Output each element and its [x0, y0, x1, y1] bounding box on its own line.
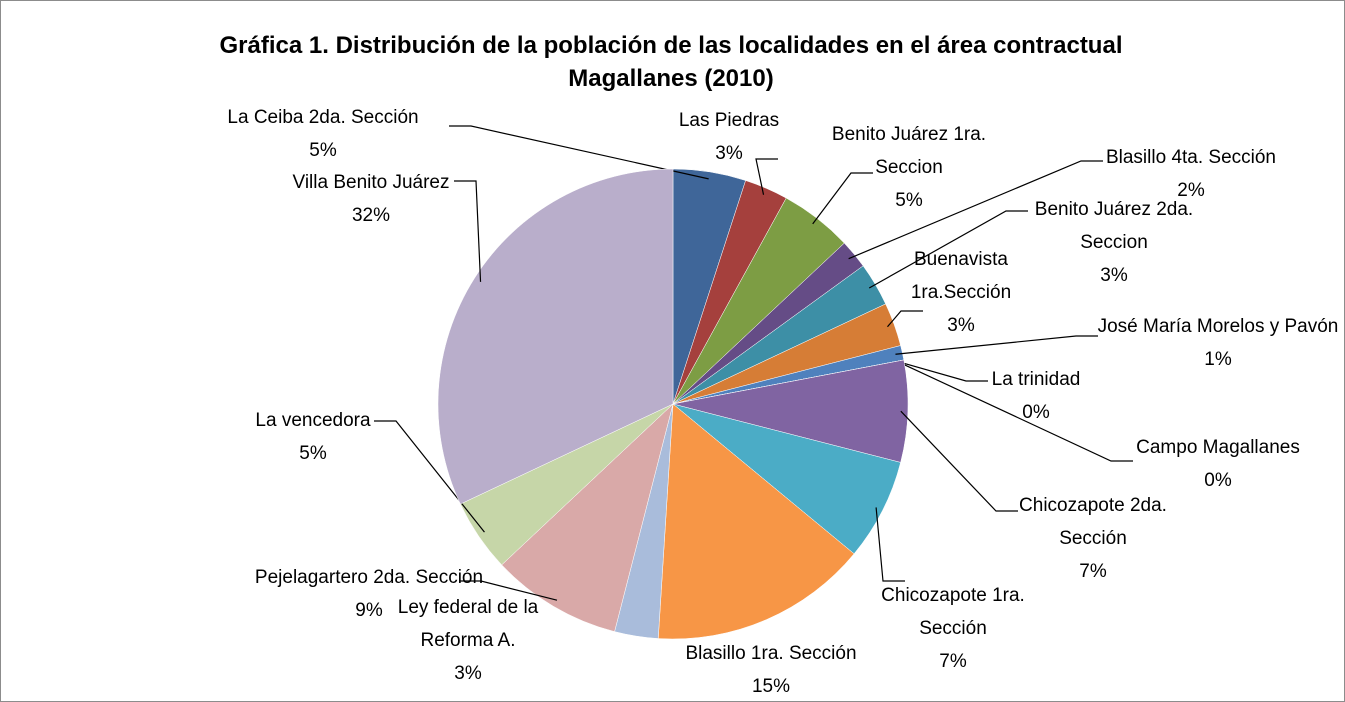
leader-line — [454, 180, 482, 282]
slice-value: 2% — [1177, 180, 1205, 201]
pie-slice — [657, 403, 855, 640]
leader-line — [848, 160, 1103, 260]
slice-value: 15% — [751, 676, 791, 697]
slice-label: Blasillo 1ra. Sección — [685, 643, 857, 664]
slice-label: Pejelagartero 2da. Sección — [254, 567, 484, 588]
leader-line — [896, 360, 1133, 462]
leader-line — [887, 310, 923, 328]
slice-value: 9% — [355, 600, 383, 621]
slice-label: Villa Benito Juárez — [292, 172, 450, 193]
pie-slice — [437, 168, 674, 505]
chart-title: Gráfica 1. Distribución de la población … — [219, 32, 1123, 92]
leader-line — [900, 410, 1018, 512]
slice-value: 5% — [895, 190, 923, 211]
pie-slice — [672, 403, 901, 555]
leader-line — [374, 420, 485, 533]
slice-value: 7% — [939, 651, 967, 672]
slice-label: Buenavista 1ra.Sección — [910, 249, 1012, 303]
slice-value: 32% — [351, 205, 391, 226]
slice-label: Campo Magallanes — [1136, 437, 1300, 458]
leader-line — [449, 125, 709, 180]
slice-label: José María Morelos y Pavón — [1097, 316, 1339, 337]
slice-label: La vencedora — [255, 410, 371, 431]
leader-line — [459, 580, 558, 601]
slice-label: Chicozapote 2da. Sección — [1019, 495, 1167, 549]
slice-value: 0% — [1022, 402, 1050, 423]
slice-value: 3% — [1100, 265, 1128, 286]
slice-value: 0% — [1204, 470, 1232, 491]
slice-value: 3% — [715, 143, 743, 164]
slice-label: La trinidad — [991, 369, 1081, 390]
slice-value: 5% — [299, 443, 327, 464]
slice-value: 1% — [1204, 349, 1232, 370]
leader-line — [875, 507, 905, 582]
slice-value: 3% — [454, 663, 482, 684]
slice-label: Benito Juárez 1ra. Seccion — [831, 124, 987, 178]
slice-label: Blasillo 4ta. Sección — [1105, 147, 1277, 168]
slice-label: Las Piedras — [678, 110, 780, 131]
leader-line — [812, 172, 873, 225]
pie-slice — [501, 403, 674, 632]
pie-slice — [672, 359, 909, 463]
slice-label: Ley federal de la Reforma A. — [397, 597, 539, 651]
leader-line — [895, 335, 1098, 355]
slice-value: 7% — [1079, 561, 1107, 582]
slice-label: Chicozapote 1ra. Sección — [881, 585, 1025, 639]
leader-line — [868, 210, 1028, 289]
slice-label: La Ceiba 2da. Sección — [227, 107, 419, 128]
leader-line — [896, 360, 988, 382]
leader-line — [755, 158, 778, 195]
slice-label: Benito Juárez 2da. Seccion — [1034, 199, 1194, 253]
slice-value: 5% — [309, 140, 337, 161]
slice-value: 3% — [947, 315, 975, 336]
